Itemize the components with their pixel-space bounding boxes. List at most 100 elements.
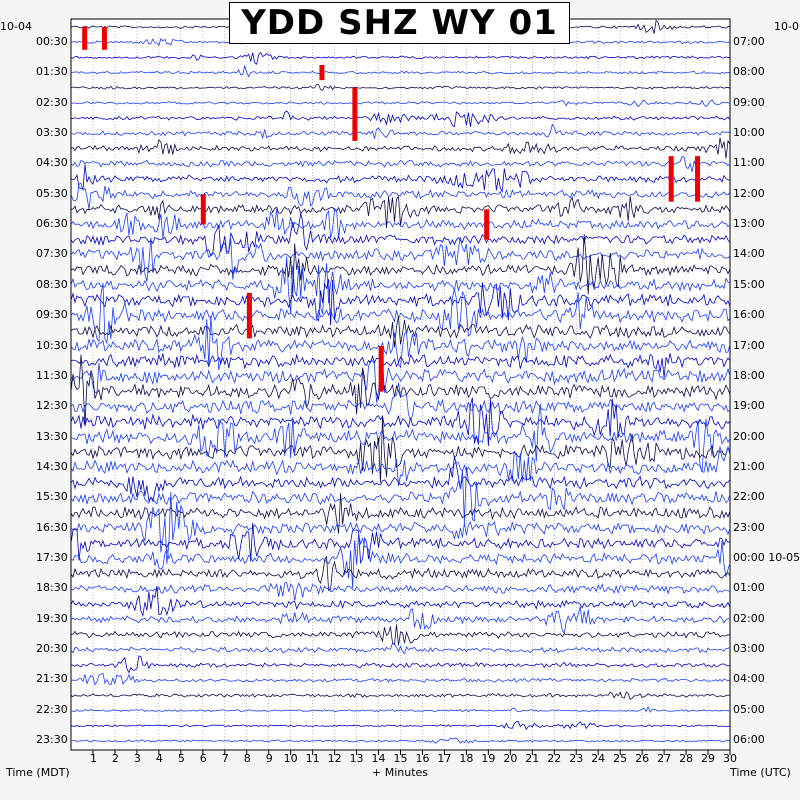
trace-row-10	[70, 164, 731, 193]
trace-row-15	[70, 237, 731, 282]
trace-row-16	[70, 234, 731, 295]
right-time-label: 23:00	[733, 520, 765, 534]
trace-row-39	[70, 606, 731, 635]
clipped-event-10	[200, 194, 206, 225]
trace-row-13	[70, 207, 731, 239]
left-time-label: 04:30	[36, 156, 68, 170]
trace-row-40	[70, 624, 731, 646]
trace-row-17	[70, 256, 731, 315]
x-tick-label: 30	[723, 752, 737, 765]
x-tick-label: 27	[657, 752, 672, 765]
right-time-label: 21:00	[733, 459, 765, 473]
right-time-label: 11:00	[733, 156, 765, 170]
right-time-label: 05:00	[733, 702, 765, 716]
trace-row-23	[70, 359, 731, 403]
left-time-label: 07:30	[36, 247, 68, 261]
x-tick-label: 23	[569, 752, 584, 765]
chart-title: YDD SHZ WY 01	[229, 2, 570, 44]
trace-row-36	[70, 555, 731, 592]
clipped-event-8	[378, 346, 384, 392]
trace-row-47	[70, 737, 731, 744]
trace-row-3	[70, 64, 731, 78]
trace-row-19	[70, 283, 731, 345]
clipped-event-9	[246, 292, 252, 339]
x-tick-label: 29	[701, 752, 716, 765]
right-time-label: 00:00 10-05	[733, 550, 800, 564]
right-time-label: 12:00	[733, 186, 765, 200]
x-tick-label: 20	[503, 752, 518, 765]
clipped-event-7	[695, 156, 701, 202]
trace-row-14	[70, 213, 731, 257]
x-tick-label: 28	[679, 752, 694, 765]
x-tick-label: 22	[547, 752, 562, 765]
right-time-label: 10:00	[733, 126, 765, 140]
left-date-label: 10-04	[0, 20, 32, 33]
x-tick-label: 9	[265, 752, 273, 765]
left-time-label: 18:30	[36, 581, 68, 595]
x-tick-label: 1	[89, 752, 97, 765]
x-tick-label: 18	[459, 752, 474, 765]
right-time-label: 07:00	[733, 35, 765, 48]
left-time-label: 02:30	[36, 95, 68, 109]
axis-ticks	[92, 750, 731, 755]
x-tick-label: 2	[111, 752, 119, 765]
trace-row-41	[70, 642, 731, 655]
trace-row-11	[70, 182, 731, 210]
trace-row-8	[70, 137, 731, 159]
right-time-label: 09:00	[733, 95, 765, 109]
seismic-traces	[70, 19, 731, 744]
right-time-label: 02:00	[733, 611, 765, 625]
x-tick-label: 13	[349, 752, 364, 765]
clipped-event-0	[82, 27, 88, 50]
right-time-label: 04:00	[733, 672, 765, 686]
x-tick-label: 15	[393, 752, 408, 765]
trace-row-38	[70, 585, 731, 617]
x-axis-right-label: Time (UTC)	[730, 766, 791, 779]
x-tick-label: 16	[415, 752, 430, 765]
right-time-label: 15:00	[733, 277, 765, 291]
right-time-label: 19:00	[733, 399, 765, 413]
trace-row-29	[70, 445, 731, 486]
trace-row-28	[70, 417, 731, 483]
trace-row-45	[70, 705, 731, 714]
trace-row-6	[70, 110, 731, 128]
left-time-label: 06:30	[36, 217, 68, 231]
right-time-label: 03:00	[733, 642, 765, 655]
trace-row-20	[70, 316, 731, 348]
trace-row-32	[70, 492, 731, 534]
right-time-label: 01:00	[733, 581, 765, 595]
left-time-label: 03:30	[36, 126, 68, 140]
trace-row-18	[70, 279, 731, 326]
x-tick-label: 21	[525, 752, 540, 765]
x-tick-label: 11	[305, 752, 320, 765]
left-time-label: 05:30	[36, 186, 68, 200]
right-time-label: 16:00	[733, 308, 765, 322]
x-tick-label: 5	[177, 752, 185, 765]
right-time-label: 08:00	[733, 65, 765, 79]
trace-row-46	[70, 720, 731, 731]
trace-row-27	[70, 403, 731, 473]
trace-row-26	[70, 397, 731, 446]
trace-row-31	[70, 466, 731, 524]
x-tick-label: 4	[155, 752, 163, 765]
left-time-label: 09:30	[36, 308, 68, 322]
x-tick-label: 10	[283, 752, 298, 765]
x-tick-label: 7	[221, 752, 229, 765]
x-tick-label: 17	[437, 752, 452, 765]
left-time-label: 13:30	[36, 429, 68, 443]
x-tick-label: 19	[481, 752, 496, 765]
x-tick-label: 8	[243, 752, 251, 765]
trace-row-33	[70, 492, 731, 565]
trace-row-21	[70, 315, 731, 371]
clipped-event-11	[484, 209, 490, 240]
left-time-label: 08:30	[36, 277, 68, 291]
left-time-label: 12:30	[36, 399, 68, 413]
trace-row-30	[70, 455, 731, 503]
left-time-label: 19:30	[36, 611, 68, 625]
right-time-label: 13:00	[733, 217, 765, 231]
right-time-label: 20:00	[733, 429, 765, 443]
x-tick-label: 24	[591, 752, 606, 765]
trace-row-37	[70, 581, 731, 601]
clipped-event-6	[668, 156, 674, 202]
